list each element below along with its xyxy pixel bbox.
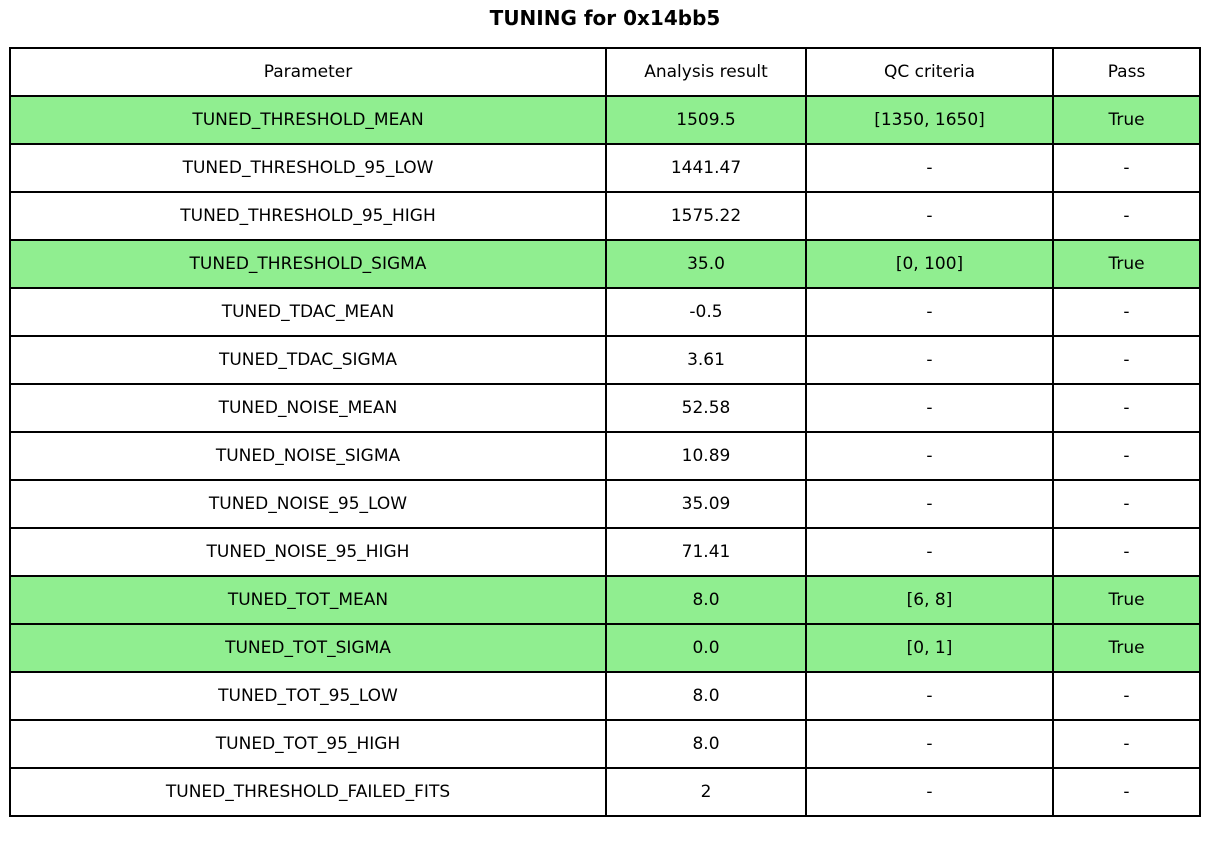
table-row: TUNED_NOISE_95_LOW 35.09 - - <box>9 479 1201 529</box>
cell-pass: - <box>1052 383 1201 433</box>
cell-analysis-result: 2 <box>605 767 807 817</box>
table-row: TUNED_TOT_SIGMA 0.0 [0, 1] True <box>9 623 1201 673</box>
cell-analysis-result: 8.0 <box>605 575 807 625</box>
cell-pass: - <box>1052 335 1201 385</box>
cell-pass: True <box>1052 623 1201 673</box>
cell-qc-criteria: - <box>805 143 1054 193</box>
cell-qc-criteria: - <box>805 287 1054 337</box>
cell-qc-criteria: - <box>805 383 1054 433</box>
cell-qc-criteria: [0, 1] <box>805 623 1054 673</box>
cell-parameter: TUNED_TOT_SIGMA <box>9 623 607 673</box>
column-header-qc-criteria: QC criteria <box>805 47 1054 97</box>
table-row: TUNED_TDAC_MEAN -0.5 - - <box>9 287 1201 337</box>
table-row: TUNED_TOT_MEAN 8.0 [6, 8] True <box>9 575 1201 625</box>
table-row: TUNED_THRESHOLD_SIGMA 35.0 [0, 100] True <box>9 239 1201 289</box>
column-header-parameter: Parameter <box>9 47 607 97</box>
cell-parameter: TUNED_NOISE_95_LOW <box>9 479 607 529</box>
table-row: TUNED_NOISE_MEAN 52.58 - - <box>9 383 1201 433</box>
cell-pass: - <box>1052 671 1201 721</box>
cell-parameter: TUNED_NOISE_95_HIGH <box>9 527 607 577</box>
tuning-qc-table: Parameter Analysis result QC criteria Pa… <box>9 47 1201 817</box>
cell-parameter: TUNED_NOISE_SIGMA <box>9 431 607 481</box>
cell-parameter: TUNED_TOT_95_HIGH <box>9 719 607 769</box>
column-header-analysis-result: Analysis result <box>605 47 807 97</box>
cell-qc-criteria: - <box>805 719 1054 769</box>
cell-qc-criteria: - <box>805 431 1054 481</box>
cell-analysis-result: 52.58 <box>605 383 807 433</box>
cell-parameter: TUNED_TDAC_MEAN <box>9 287 607 337</box>
cell-qc-criteria: - <box>805 191 1054 241</box>
cell-parameter: TUNED_TOT_95_LOW <box>9 671 607 721</box>
cell-analysis-result: 3.61 <box>605 335 807 385</box>
table-row: TUNED_THRESHOLD_95_LOW 1441.47 - - <box>9 143 1201 193</box>
column-header-pass: Pass <box>1052 47 1201 97</box>
cell-pass: - <box>1052 527 1201 577</box>
cell-parameter: TUNED_TOT_MEAN <box>9 575 607 625</box>
cell-analysis-result: 10.89 <box>605 431 807 481</box>
cell-pass: True <box>1052 575 1201 625</box>
cell-qc-criteria: - <box>805 479 1054 529</box>
cell-parameter: TUNED_TDAC_SIGMA <box>9 335 607 385</box>
cell-pass: - <box>1052 719 1201 769</box>
cell-analysis-result: 1575.22 <box>605 191 807 241</box>
cell-pass: - <box>1052 479 1201 529</box>
table-row: TUNED_TDAC_SIGMA 3.61 - - <box>9 335 1201 385</box>
cell-pass: - <box>1052 143 1201 193</box>
table-row: TUNED_THRESHOLD_MEAN 1509.5 [1350, 1650]… <box>9 95 1201 145</box>
cell-pass: True <box>1052 239 1201 289</box>
cell-analysis-result: 8.0 <box>605 671 807 721</box>
cell-parameter: TUNED_THRESHOLD_FAILED_FITS <box>9 767 607 817</box>
table-row: TUNED_THRESHOLD_FAILED_FITS 2 - - <box>9 767 1201 817</box>
cell-analysis-result: 1509.5 <box>605 95 807 145</box>
header-row: Parameter Analysis result QC criteria Pa… <box>9 47 1201 97</box>
table-row: TUNED_TOT_95_HIGH 8.0 - - <box>9 719 1201 769</box>
table-row: TUNED_NOISE_SIGMA 10.89 - - <box>9 431 1201 481</box>
cell-pass: - <box>1052 767 1201 817</box>
cell-parameter: TUNED_THRESHOLD_SIGMA <box>9 239 607 289</box>
cell-analysis-result: 0.0 <box>605 623 807 673</box>
cell-qc-criteria: - <box>805 671 1054 721</box>
cell-analysis-result: 35.0 <box>605 239 807 289</box>
table-row: TUNED_NOISE_95_HIGH 71.41 - - <box>9 527 1201 577</box>
cell-pass: True <box>1052 95 1201 145</box>
cell-parameter: TUNED_THRESHOLD_95_LOW <box>9 143 607 193</box>
cell-analysis-result: 35.09 <box>605 479 807 529</box>
cell-qc-criteria: - <box>805 527 1054 577</box>
cell-pass: - <box>1052 287 1201 337</box>
page-title: TUNING for 0x14bb5 <box>489 6 721 30</box>
cell-pass: - <box>1052 431 1201 481</box>
cell-qc-criteria: - <box>805 335 1054 385</box>
cell-analysis-result: 71.41 <box>605 527 807 577</box>
cell-analysis-result: 8.0 <box>605 719 807 769</box>
cell-qc-criteria: [1350, 1650] <box>805 95 1054 145</box>
cell-parameter: TUNED_THRESHOLD_95_HIGH <box>9 191 607 241</box>
cell-parameter: TUNED_THRESHOLD_MEAN <box>9 95 607 145</box>
cell-qc-criteria: - <box>805 767 1054 817</box>
table-row: TUNED_THRESHOLD_95_HIGH 1575.22 - - <box>9 191 1201 241</box>
cell-qc-criteria: [0, 100] <box>805 239 1054 289</box>
cell-pass: - <box>1052 191 1201 241</box>
cell-analysis-result: 1441.47 <box>605 143 807 193</box>
cell-parameter: TUNED_NOISE_MEAN <box>9 383 607 433</box>
cell-qc-criteria: [6, 8] <box>805 575 1054 625</box>
cell-analysis-result: -0.5 <box>605 287 807 337</box>
table-row: TUNED_TOT_95_LOW 8.0 - - <box>9 671 1201 721</box>
